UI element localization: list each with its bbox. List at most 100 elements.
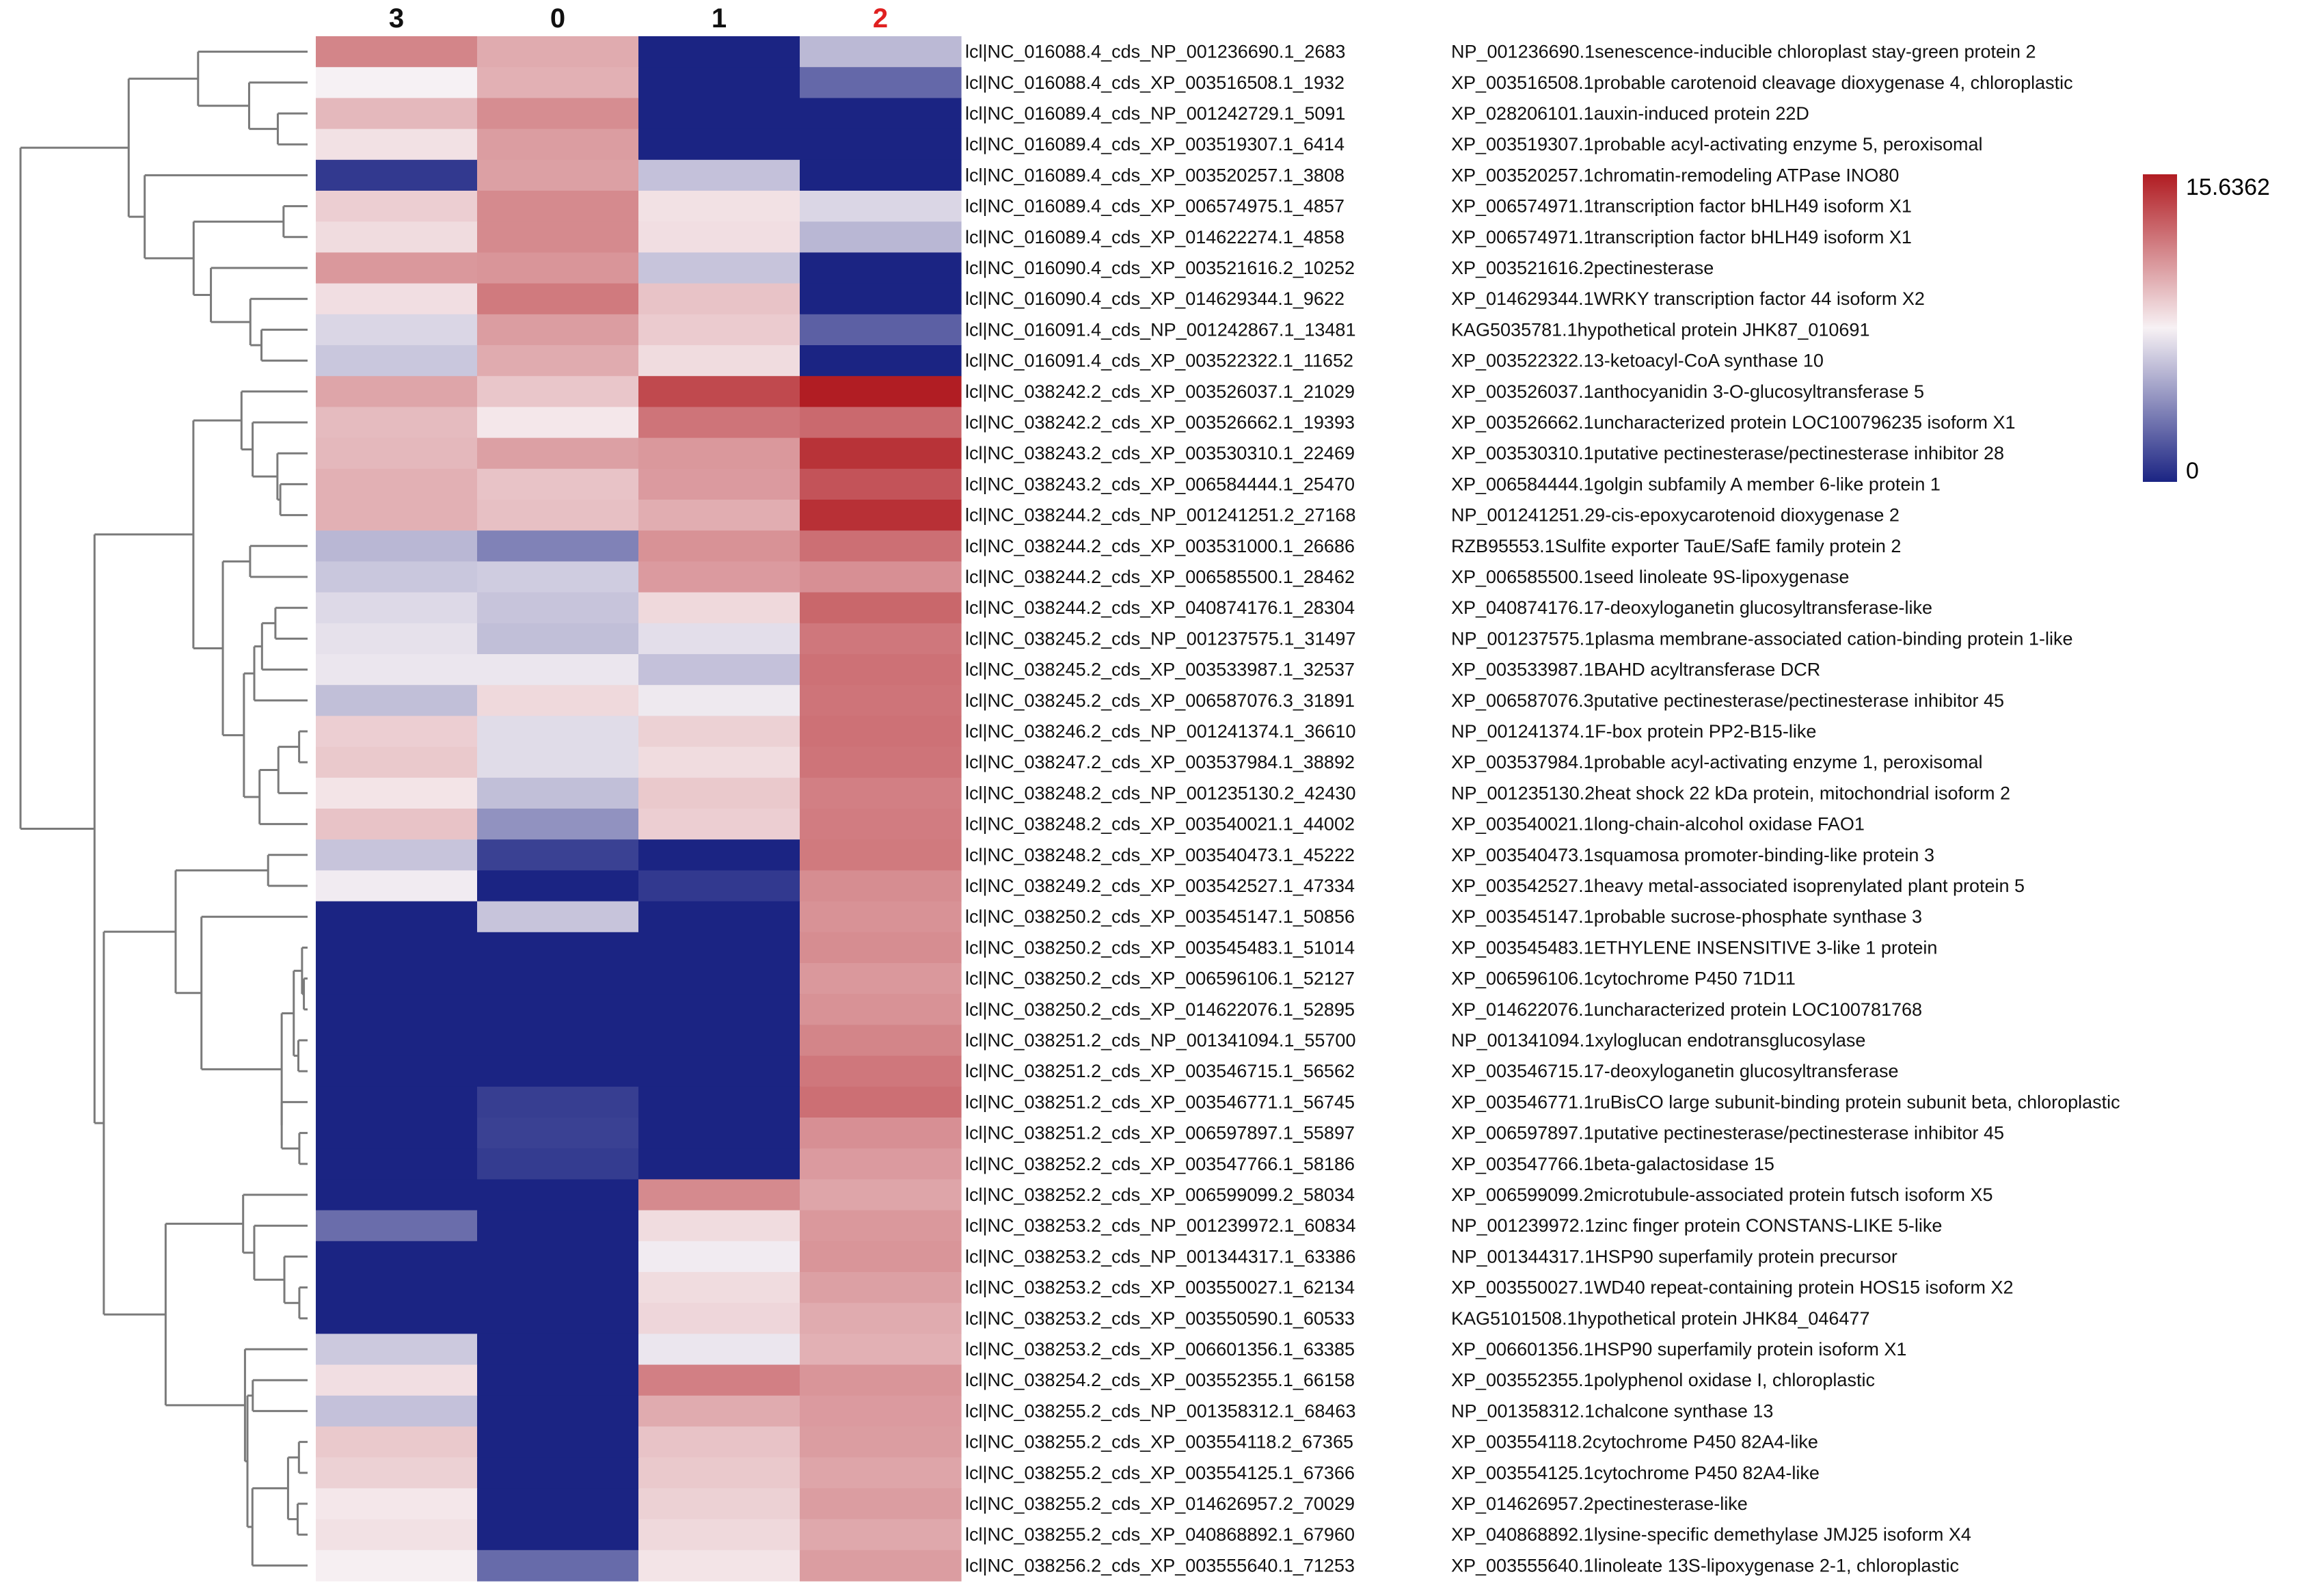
- heatmap-cell: [477, 98, 639, 130]
- heatmap-cell: [316, 530, 478, 562]
- heatmap-cell: [800, 252, 962, 284]
- row-id-label: lcl|NC_038250.2_cds_XP_003545483.1_51014: [965, 937, 1355, 958]
- row-id-label: lcl|NC_038250.2_cds_XP_014622076.1_52895: [965, 999, 1355, 1020]
- heatmap-cell: [316, 500, 478, 531]
- heatmap-cell: [477, 376, 639, 407]
- heatmap-cell: [477, 191, 639, 222]
- heatmap-cell: [316, 1148, 478, 1180]
- heatmap-cell: [316, 870, 478, 902]
- heatmap-cell: [638, 1303, 800, 1334]
- heatmap-cell: [800, 839, 962, 871]
- heatmap-cell: [316, 1241, 478, 1273]
- row-id-label: lcl|NC_038244.2_cds_XP_003531000.1_26686: [965, 536, 1355, 556]
- heatmap-cell: [638, 1334, 800, 1366]
- heatmap-cell: [316, 1055, 478, 1087]
- heatmap-cell: [638, 963, 800, 995]
- row-description-labels: NP_001236690.1senescence-inducible chlor…: [1451, 42, 2120, 1576]
- heatmap-cell: [316, 901, 478, 933]
- heatmap-cell: [638, 376, 800, 407]
- heatmap-cell: [638, 839, 800, 871]
- heatmap-cell: [800, 1210, 962, 1242]
- heatmap-cell: [477, 716, 639, 748]
- heatmap-cell: [477, 1519, 639, 1551]
- row-description-label: XP_003550027.1WD40 repeat-containing pro…: [1451, 1277, 2014, 1298]
- heatmap-cell: [316, 1395, 478, 1427]
- heatmap-cell: [316, 407, 478, 439]
- row-description-label: XP_014626957.2pectinesterase-like: [1451, 1493, 1748, 1514]
- row-description-label: XP_006574971.1transcription factor bHLH4…: [1451, 227, 1912, 247]
- heatmap-cell: [316, 1086, 478, 1118]
- row-id-labels: lcl|NC_016088.4_cds_NP_001236690.1_2683l…: [965, 42, 1355, 1576]
- heatmap-cell: [638, 1426, 800, 1458]
- heatmap-cell: [800, 437, 962, 470]
- heatmap-cell: [800, 994, 962, 1025]
- heatmap-cell: [800, 561, 962, 593]
- heatmap-cell: [800, 345, 962, 377]
- heatmap-cell: [477, 1148, 639, 1180]
- heatmap-cell: [477, 1364, 639, 1396]
- heatmap-cell: [316, 777, 478, 809]
- row-description-label: XP_003552355.1polyphenol oxidase I, chlo…: [1451, 1370, 1875, 1390]
- heatmap-cell: [638, 654, 800, 686]
- heatmap-cell: [316, 1025, 478, 1057]
- heatmap-cell: [477, 1118, 639, 1149]
- row-id-label: lcl|NC_038253.2_cds_NP_001239972.1_60834: [965, 1215, 1355, 1236]
- heatmap-cell: [800, 159, 962, 191]
- heatmap-cell: [638, 1519, 800, 1551]
- heatmap-cell: [800, 530, 962, 562]
- row-description-label: NP_001239972.1zinc finger protein CONSTA…: [1451, 1215, 1942, 1236]
- heatmap-cell: [800, 1241, 962, 1273]
- heatmap-cell: [800, 777, 962, 809]
- row-description-label: NP_001237575.1plasma membrane-associated…: [1451, 628, 2073, 649]
- heatmap-cell: [638, 98, 800, 130]
- row-description-label: XP_040874176.17-deoxyloganetin glucosylt…: [1451, 597, 1932, 618]
- heatmap-cell: [638, 314, 800, 346]
- row-description-label: XP_003545147.1probable sucrose-phosphate…: [1451, 906, 1922, 927]
- heatmap-cell: [477, 592, 639, 624]
- row-id-label: lcl|NC_016088.4_cds_XP_003516508.1_1932: [965, 72, 1345, 93]
- heatmap-cell: [316, 716, 478, 748]
- heatmap-cell: [477, 437, 639, 470]
- heatmap-cell: [800, 932, 962, 964]
- heatmap-cell: [316, 1210, 478, 1242]
- heatmap-cell: [477, 1303, 639, 1334]
- row-id-label: lcl|NC_038242.2_cds_XP_003526037.1_21029: [965, 381, 1355, 402]
- heatmap-cell: [316, 129, 478, 161]
- row-id-label: lcl|NC_038242.2_cds_XP_003526662.1_19393: [965, 412, 1355, 433]
- row-id-label: lcl|NC_038255.2_cds_XP_003554125.1_67366: [965, 1463, 1355, 1483]
- heatmap-cell: [477, 468, 639, 500]
- heatmap-cell: [800, 1118, 962, 1149]
- row-description-label: NP_001235130.2heat shock 22 kDa protein,…: [1451, 783, 2010, 803]
- heatmap-cell: [477, 870, 639, 902]
- heatmap-cell: [477, 1272, 639, 1303]
- row-description-label: XP_006585500.1seed linoleate 9S-lipoxyge…: [1451, 567, 1849, 587]
- heatmap-cell: [316, 252, 478, 284]
- heatmap-cell: [800, 1025, 962, 1057]
- row-dendrogram: [19, 51, 308, 1567]
- heatmap-cell: [477, 623, 639, 655]
- heatmap-cell: [638, 437, 800, 470]
- row-description-label: XP_014622076.1uncharacterized protein LO…: [1451, 999, 1922, 1020]
- heatmap-cell: [477, 901, 639, 933]
- heatmap-cell: [800, 376, 962, 407]
- row-id-label: lcl|NC_016089.4_cds_XP_014622274.1_4858: [965, 227, 1345, 247]
- row-description-label: XP_028206101.1auxin-induced protein 22D: [1451, 103, 1809, 124]
- row-description-label: NP_001344317.1HSP90 superfamily protein …: [1451, 1246, 1897, 1267]
- heatmap-cell: [316, 437, 478, 470]
- heatmap-cell: [316, 623, 478, 655]
- heatmap-cell: [477, 1241, 639, 1273]
- row-id-label: lcl|NC_038255.2_cds_XP_003554118.2_67365: [965, 1432, 1353, 1452]
- heatmap-cell: [316, 376, 478, 407]
- heatmap-cell: [477, 839, 639, 871]
- heatmap-cells: [316, 36, 962, 1582]
- row-id-label: lcl|NC_038251.2_cds_XP_003546771.1_56745: [965, 1092, 1355, 1112]
- row-description-label: NP_001236690.1senescence-inducible chlor…: [1451, 42, 2036, 62]
- row-id-label: lcl|NC_038243.2_cds_XP_006584444.1_25470: [965, 474, 1355, 494]
- heatmap-cell: [638, 870, 800, 902]
- row-id-label: lcl|NC_038246.2_cds_NP_001241374.1_36610: [965, 721, 1355, 742]
- heatmap-cell: [638, 191, 800, 222]
- row-description-label: XP_003547766.1beta-galactosidase 15: [1451, 1154, 1774, 1174]
- heatmap-cell: [800, 809, 962, 840]
- heatmap-cell: [477, 777, 639, 809]
- row-id-label: lcl|NC_016089.4_cds_XP_006574975.1_4857: [965, 196, 1345, 217]
